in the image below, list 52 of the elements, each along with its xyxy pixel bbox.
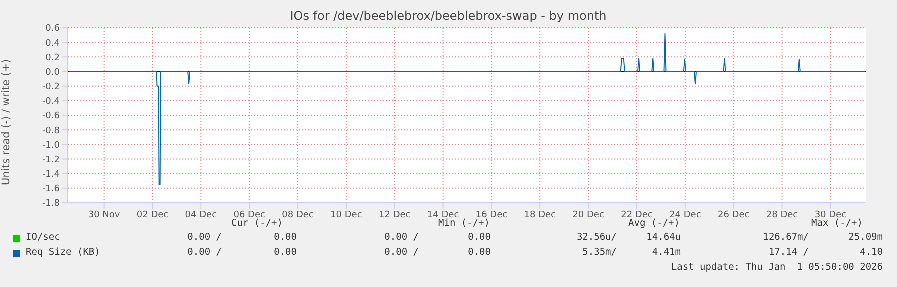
text: 17.14 / bbox=[768, 247, 809, 258]
text: 4.41m bbox=[652, 247, 681, 258]
text: 0.00 bbox=[468, 247, 491, 258]
text: 0.00 bbox=[468, 232, 491, 243]
text: 0.00 bbox=[274, 232, 297, 243]
x-tick-label: 26 Dec bbox=[718, 210, 750, 220]
text: 0.00 / bbox=[384, 232, 419, 243]
x-tick-label: 04 Dec bbox=[185, 210, 218, 220]
y-tick-label: 0.2 bbox=[46, 53, 60, 64]
y-tick-label: 0.0 bbox=[46, 68, 60, 78]
text: 14.64u bbox=[646, 232, 681, 243]
text: Cur (-/+) bbox=[232, 218, 283, 229]
x-tick-label: 08 Dec bbox=[282, 210, 314, 220]
text: Min (-/+) bbox=[438, 218, 490, 229]
x-tick-label: 18 Dec bbox=[524, 210, 556, 220]
y-tick-label: -0.2 bbox=[42, 82, 60, 93]
legend-label: Req Size (KB) bbox=[26, 247, 100, 258]
text: 0.00 bbox=[274, 247, 297, 258]
text: 126.67m/ bbox=[763, 232, 809, 243]
x-tick-label: 30 Nov bbox=[88, 210, 121, 220]
x-tick-label: 12 Dec bbox=[379, 210, 411, 220]
x-tick-label: 22 Dec bbox=[621, 210, 653, 220]
x-tick-label: 30 Dec bbox=[814, 210, 847, 220]
text: 0.00 / bbox=[384, 247, 419, 258]
text: 4.10 bbox=[860, 247, 883, 258]
text: Avg (-/+) bbox=[628, 218, 680, 229]
x-tick-label: 24 Dec bbox=[670, 210, 702, 220]
x-tick-label: 02 Dec bbox=[136, 210, 169, 220]
x-tick-label: 28 Dec bbox=[766, 210, 798, 220]
text: Max (-/+) bbox=[812, 218, 863, 229]
y-tick-label: -1.4 bbox=[42, 170, 60, 180]
text: 0.00 / bbox=[188, 232, 222, 243]
y-tick-label: -1.8 bbox=[42, 199, 60, 210]
x-tick-label: 10 Dec bbox=[330, 210, 362, 220]
y-tick-label: -1.0 bbox=[42, 140, 60, 151]
text: Last update: Thu Jan 1 05:50:00 2026 bbox=[671, 262, 883, 273]
text: 0.00 / bbox=[188, 247, 222, 258]
x-tick-label: 20 Dec bbox=[572, 210, 604, 220]
text: 25.09m bbox=[848, 232, 883, 243]
y-tick-label: -0.8 bbox=[42, 126, 60, 136]
chart-title: IOs for /dev/beeblebrox/beeblebrox-swap - by month bbox=[289, 9, 608, 23]
y-axis-title: Units read (-) / write (+) bbox=[0, 59, 13, 186]
legend-label: IO/sec bbox=[26, 232, 60, 243]
text: 5.35m/ bbox=[582, 247, 617, 258]
text: 32.56u/ bbox=[576, 232, 617, 243]
y-tick-label: 0.4 bbox=[46, 38, 60, 49]
y-tick-label: -0.4 bbox=[42, 97, 60, 108]
y-tick-label: 0.6 bbox=[46, 24, 60, 34]
y-tick-label: -1.6 bbox=[42, 184, 60, 195]
x-tick-label: 06 Dec bbox=[234, 210, 266, 220]
y-tick-label: -0.6 bbox=[42, 112, 60, 122]
y-tick-label: -1.2 bbox=[42, 155, 60, 166]
